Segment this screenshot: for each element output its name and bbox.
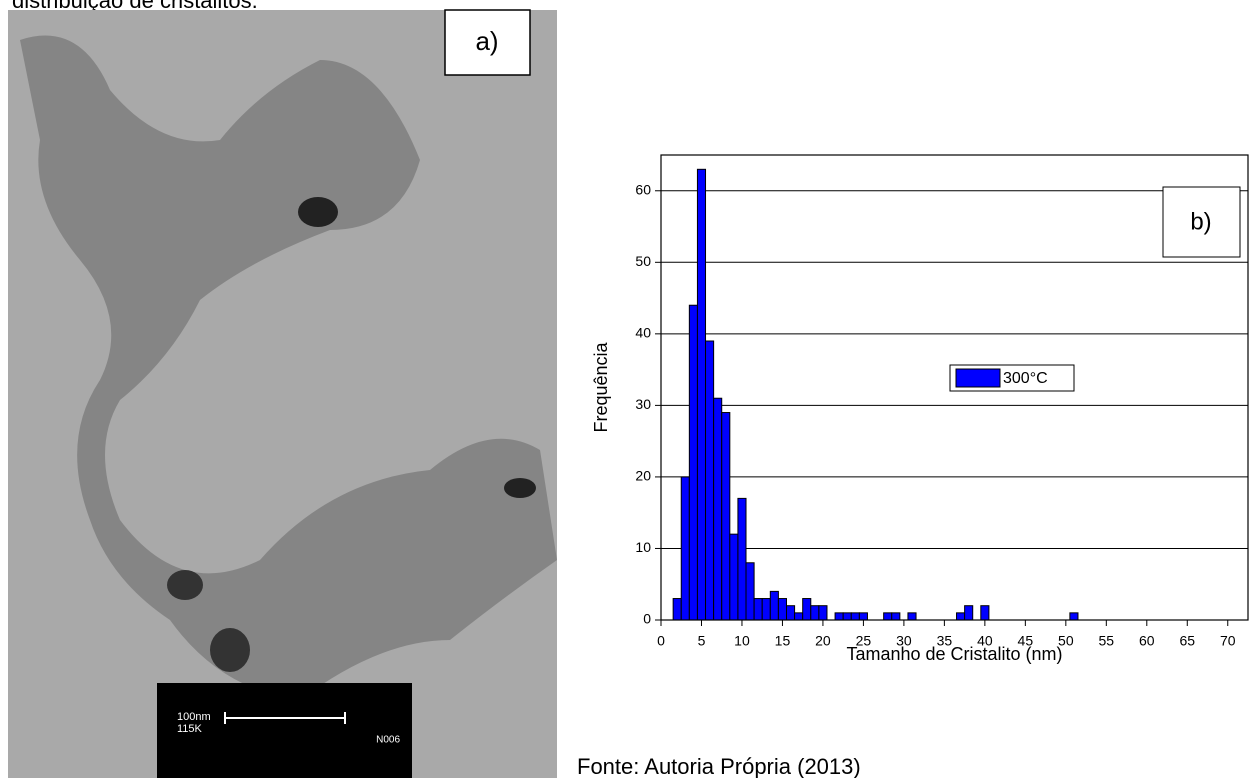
bar [753,598,763,621]
bar [842,612,852,621]
panel-a-label: a) [475,26,498,56]
bar [850,612,860,621]
bar [818,605,828,621]
x-tick-label: 15 [775,633,791,649]
y-tick-label: 60 [635,181,651,197]
bar [680,476,690,621]
y-tick-label: 40 [635,325,651,341]
x-tick-label: 65 [1179,633,1195,649]
bar [705,340,715,621]
bar [729,533,739,621]
bar [834,612,844,621]
bar [672,598,682,621]
x-tick-label: 10 [734,633,750,649]
legend-label: 300°C [1003,370,1048,387]
y-tick-label: 30 [635,396,651,412]
micrograph: a) 100nm 115K N006 [8,9,557,778]
y-tick-label: 0 [643,611,651,627]
x-tick-label: 55 [1099,633,1115,649]
x-tick-label: 5 [698,633,706,649]
bar [777,598,787,621]
bar [964,605,974,621]
bar [761,598,771,621]
bar [688,304,698,621]
y-tick-label: 20 [635,468,651,484]
y-tick-label: 50 [635,253,651,269]
plot-frame [660,154,1249,621]
x-tick-label: 70 [1220,633,1236,649]
panel-b-label: b) [1190,208,1211,235]
bar [696,168,707,621]
x-tick-label: 30 [896,633,912,649]
bar [891,612,901,621]
x-tick-label: 40 [977,633,993,649]
bar [810,605,820,621]
top-text: distribuição de cristalitos. [12,0,258,13]
bar [802,598,812,621]
x-tick-label: 50 [1058,633,1074,649]
scale-code: N006 [376,735,400,746]
panel-b-box [1162,186,1241,258]
x-tick-label: 25 [856,633,872,649]
bar [737,497,747,621]
x-tick-label: 20 [815,633,831,649]
x-tick-label: 0 [657,633,665,649]
bar [721,412,731,621]
source-text: Fonte: Autoria Própria (2013) [577,754,861,778]
bar [794,612,804,621]
bar [1069,612,1079,621]
x-tick-label: 60 [1139,633,1155,649]
bar [907,612,917,621]
scale-mag: 115K [177,723,203,735]
x-axis-label: Tamanho de Cristalito (nm) [846,644,1062,664]
x-tick-label: 35 [937,633,953,649]
bar [745,562,755,621]
legend-swatch [955,368,1001,388]
bar [785,605,796,621]
y-axis-label: Frequência [591,341,611,432]
bar [980,605,990,621]
x-tick-label: 45 [1018,633,1034,649]
bar [713,397,723,621]
bar [858,612,868,621]
bar [883,612,893,621]
bar [769,590,779,621]
scale-length: 100nm [177,711,211,723]
bar [956,612,966,621]
y-tick-label: 10 [635,539,651,555]
